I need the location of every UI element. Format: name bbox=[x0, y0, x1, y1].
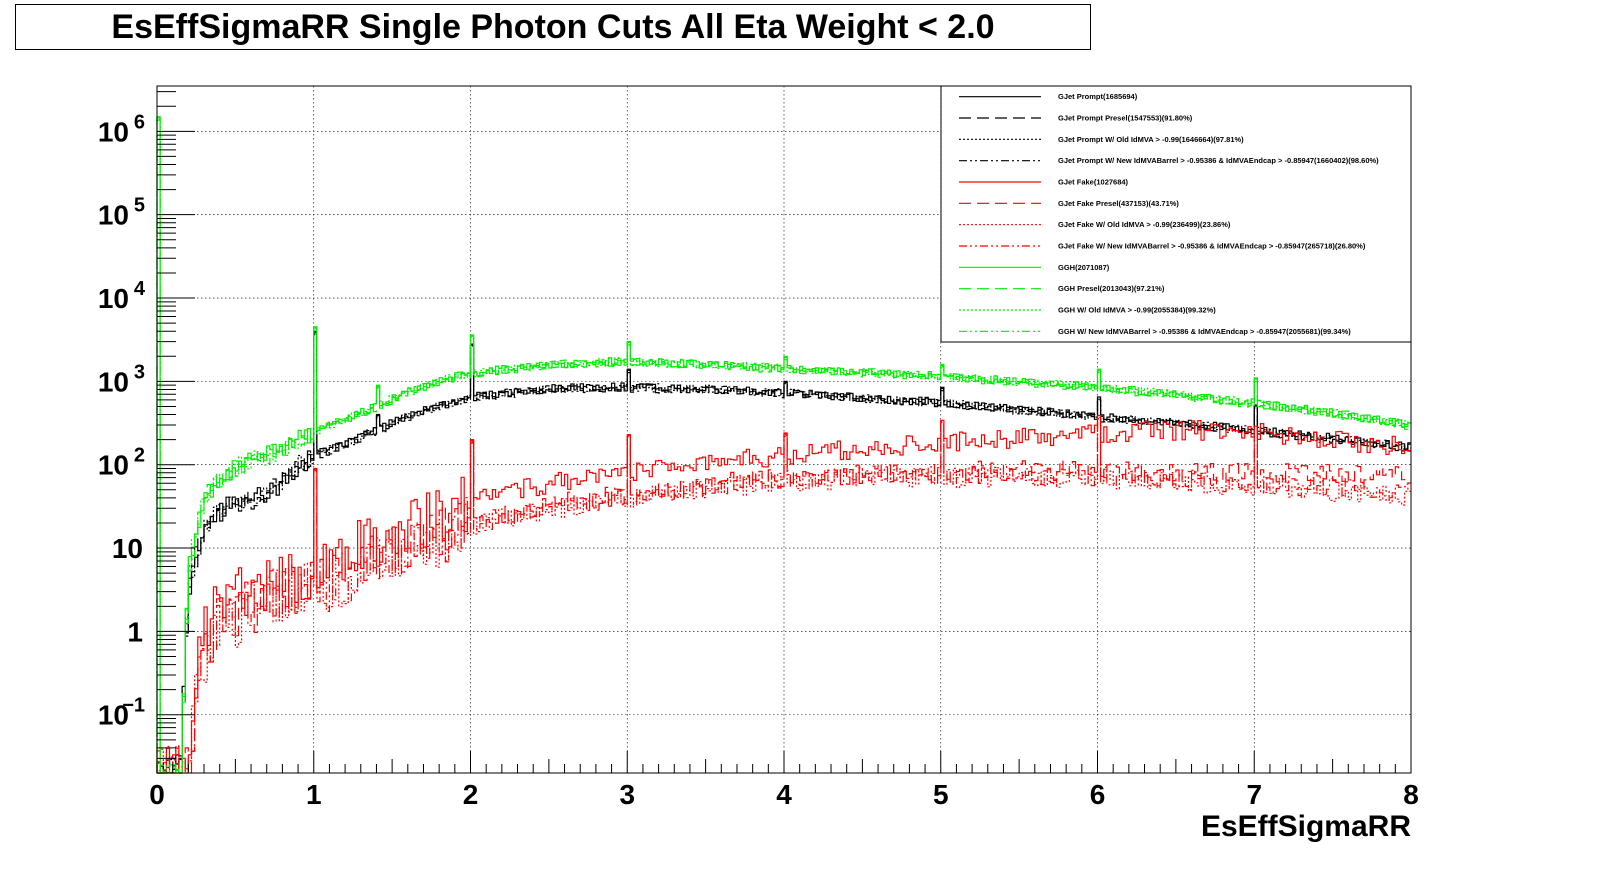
x-tick-label: 5 bbox=[933, 779, 949, 810]
x-tick-label: 6 bbox=[1090, 779, 1106, 810]
x-tick-label: 7 bbox=[1246, 779, 1262, 810]
y-tick-exponent: 4 bbox=[134, 278, 146, 300]
y-tick-exponent: 5 bbox=[134, 195, 145, 217]
legend-entry: GGH W/ Old IdMVA > -0.99(2055384)(99.32%… bbox=[1058, 306, 1216, 315]
legend-entry: GJet Prompt W/ Old IdMVA > -0.99(1646664… bbox=[1058, 135, 1244, 144]
x-tick-label: 0 bbox=[149, 779, 165, 810]
legend-entry: GGH Presel(2013043)(97.21%) bbox=[1058, 284, 1165, 293]
y-tick-label: 10 bbox=[98, 450, 129, 481]
series-7-line bbox=[156, 417, 1411, 774]
x-tick-label: 4 bbox=[776, 779, 792, 810]
x-axis-title: EsEffSigmaRR bbox=[1201, 810, 1411, 843]
y-tick-exponent: 3 bbox=[134, 361, 145, 383]
series-12-line bbox=[156, 119, 1411, 774]
series-11-line bbox=[156, 118, 1411, 774]
y-tick-label: 10 bbox=[98, 200, 129, 231]
y-tick-label: 10 bbox=[98, 366, 129, 397]
y-tick-exponent: 6 bbox=[134, 111, 145, 133]
x-tick-label: 2 bbox=[463, 779, 479, 810]
legend-entry: GJet Prompt(1685694) bbox=[1058, 92, 1138, 101]
y-tick-label: 10 bbox=[98, 700, 129, 731]
series-2-line bbox=[157, 331, 1411, 774]
y-tick-label: 1 bbox=[127, 616, 143, 647]
legend-entry: GJet Prompt Presel(1547553)(91.80%) bbox=[1058, 114, 1193, 123]
x-tick-label: 3 bbox=[619, 779, 635, 810]
legend-box bbox=[940, 85, 1412, 343]
legend-entry: GGH W/ New IdMVABarrel > -0.95386 & IdMV… bbox=[1058, 327, 1351, 336]
y-tick-label: 10 bbox=[98, 116, 129, 147]
series-8-line bbox=[156, 418, 1411, 774]
legend: GJet Prompt(1685694) GJet Prompt Presel(1… bbox=[940, 85, 1412, 343]
series-9-line bbox=[156, 116, 1411, 774]
series-10-line bbox=[156, 117, 1411, 774]
series-layer bbox=[156, 116, 1411, 774]
legend-entry: GGH(2071087) bbox=[1058, 263, 1110, 272]
x-tick-label: 1 bbox=[306, 779, 322, 810]
y-tick-label: 10 bbox=[112, 533, 143, 564]
y-tick-exponent: −1 bbox=[122, 695, 145, 717]
legend-entry: GJet Fake(1027684) bbox=[1058, 178, 1129, 187]
series-5-line bbox=[156, 414, 1411, 774]
x-tick-label: 8 bbox=[1403, 779, 1419, 810]
legend-entry: GJet Fake W/ Old IdMVA > -0.99(236499)(2… bbox=[1058, 220, 1231, 229]
y-tick-exponent: 2 bbox=[134, 445, 145, 467]
legend-entry: GJet Fake W/ New IdMVABarrel > -0.95386 … bbox=[1058, 242, 1366, 251]
chart-title: EsEffSigmaRR Single Photon Cuts All Eta … bbox=[111, 7, 995, 46]
y-tick-label: 10 bbox=[98, 283, 129, 314]
series-3-line bbox=[156, 332, 1411, 774]
legend-entry: GJet Prompt W/ New IdMVABarrel > -0.9538… bbox=[1058, 156, 1379, 165]
legend-entry: GJet Fake Presel(437153)(43.71%) bbox=[1058, 199, 1179, 208]
title-box: EsEffSigmaRR Single Photon Cuts All Eta … bbox=[15, 4, 1091, 50]
